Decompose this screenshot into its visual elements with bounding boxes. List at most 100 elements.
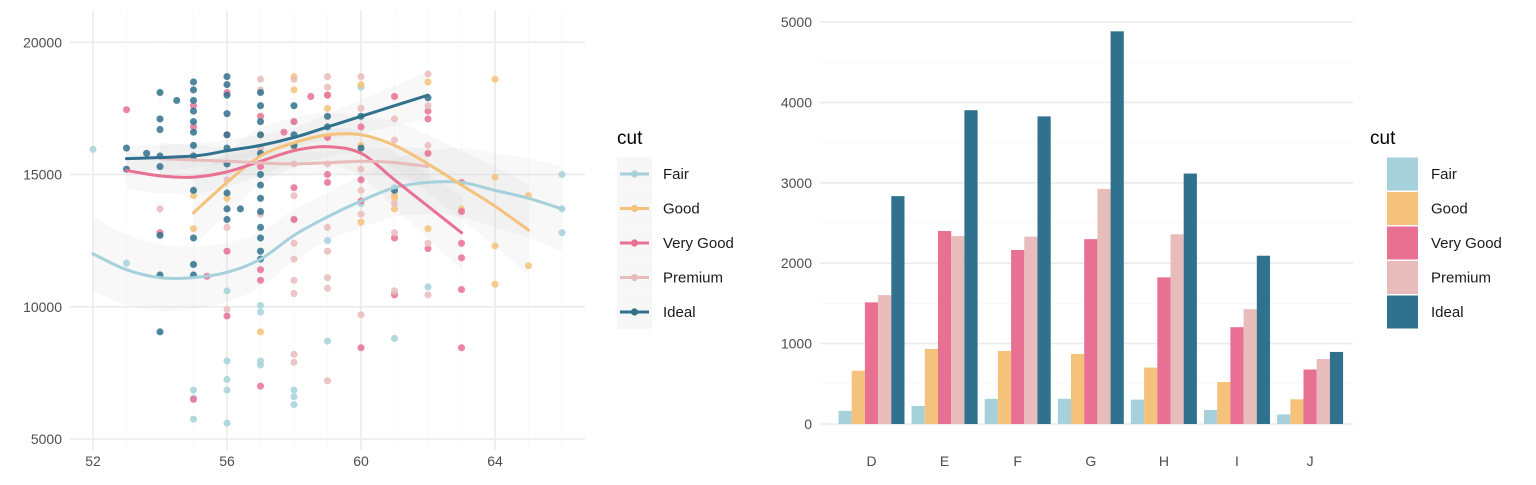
point-fair [256, 301, 265, 310]
legend-swatch-fair [1387, 157, 1418, 191]
bar-I-ideal [1256, 255, 1270, 424]
point-very-good [457, 343, 466, 352]
point-ideal [256, 101, 265, 110]
point-ideal [156, 115, 164, 123]
legend-title: cut [617, 128, 643, 149]
y-tick-label: 15000 [23, 167, 62, 183]
point-premium [323, 376, 332, 385]
y-tick-label: 4000 [781, 94, 812, 110]
point-ideal [189, 141, 198, 150]
point-very-good [357, 175, 365, 184]
point-ideal [223, 215, 231, 224]
smooth-line-premium [158, 157, 430, 169]
legend-title: cut [1370, 128, 1396, 149]
bar-F-fair [984, 398, 998, 424]
y-tick-label: 10000 [23, 299, 62, 315]
point-premium [323, 72, 332, 81]
point-ideal [189, 234, 198, 242]
point-very-good [256, 382, 265, 390]
y-tick-label: 2000 [781, 255, 812, 271]
x-tick-label: H [1159, 453, 1169, 469]
x-tick-label: D [866, 453, 876, 469]
point-good [357, 218, 365, 226]
bar-I-fair [1204, 409, 1218, 424]
point-premium [357, 310, 365, 319]
bar-H-good [1144, 367, 1158, 424]
point-good [491, 173, 499, 181]
point-good [290, 86, 298, 94]
point-fair [256, 308, 265, 316]
point-fair [122, 259, 131, 267]
point-premium [290, 239, 298, 248]
bar-D-ideal [891, 196, 905, 424]
point-good [491, 75, 499, 84]
point-fair [290, 400, 298, 409]
legend-label: Ideal [1431, 304, 1464, 321]
bar-G-ideal [1110, 31, 1124, 424]
smooth-line-fair [91, 180, 564, 280]
point-ideal [256, 170, 265, 179]
point-premium [290, 276, 298, 285]
y-tick-label: 3000 [781, 175, 812, 191]
point-ideal [256, 223, 265, 232]
bar-E-ideal [964, 110, 978, 425]
legend-point-fair [630, 170, 639, 178]
bar-G-fair [1057, 398, 1071, 424]
legend-label: Good [663, 201, 700, 218]
legend-label: Premium [1431, 270, 1491, 287]
point-ideal [189, 186, 198, 195]
legend-swatch-good [1387, 192, 1418, 225]
point-fair [390, 334, 399, 343]
x-tick-label: G [1085, 453, 1096, 469]
point-premium [357, 165, 365, 174]
point-premium [390, 199, 399, 208]
point-premium [424, 101, 432, 110]
point-very-good [457, 285, 466, 294]
bar-E-good [924, 348, 938, 424]
point-premium [357, 186, 365, 195]
point-ideal [172, 96, 181, 105]
legend-label: Good [1431, 201, 1468, 218]
x-tick-label: F [1013, 453, 1022, 469]
point-very-good [223, 247, 231, 256]
point-very-good [223, 312, 231, 320]
point-premium [390, 115, 399, 123]
point-fair [189, 415, 198, 424]
point-premium [390, 228, 399, 237]
legend-point-very-good [630, 239, 639, 247]
y-tick-label: 20000 [23, 34, 62, 50]
point-premium [223, 305, 231, 314]
point-very-good [390, 92, 399, 101]
legend-label: Very Good [663, 235, 734, 252]
point-very-good [280, 128, 288, 137]
bar-E-fair [911, 405, 925, 424]
x-tick-label: 60 [353, 453, 369, 469]
point-ideal [256, 88, 265, 97]
point-ideal [223, 80, 231, 89]
point-ideal [156, 88, 164, 97]
point-very-good [457, 207, 466, 216]
point-very-good [256, 276, 265, 285]
point-fair [558, 170, 566, 179]
point-very-good [122, 105, 131, 114]
point-premium [357, 104, 365, 113]
bar-H-fair [1130, 399, 1145, 424]
bar-G-good [1071, 353, 1085, 424]
bar-H-very-good [1157, 277, 1171, 424]
point-ideal [189, 117, 198, 126]
point-premium [424, 70, 432, 78]
point-fair [323, 337, 332, 345]
bar-F-very-good [1011, 250, 1025, 424]
point-premium [290, 191, 298, 200]
bar-H-premium [1170, 234, 1184, 424]
point-premium [323, 284, 332, 293]
point-ideal [256, 130, 265, 139]
legend-swatch-premium [1387, 261, 1418, 294]
point-fair [290, 392, 298, 401]
point-ideal [256, 207, 265, 216]
y-tick-label: 1000 [781, 336, 812, 352]
legend-point-ideal [630, 308, 639, 316]
point-ideal [223, 205, 231, 213]
x-tick-label: 52 [85, 453, 101, 469]
point-good [323, 104, 332, 113]
